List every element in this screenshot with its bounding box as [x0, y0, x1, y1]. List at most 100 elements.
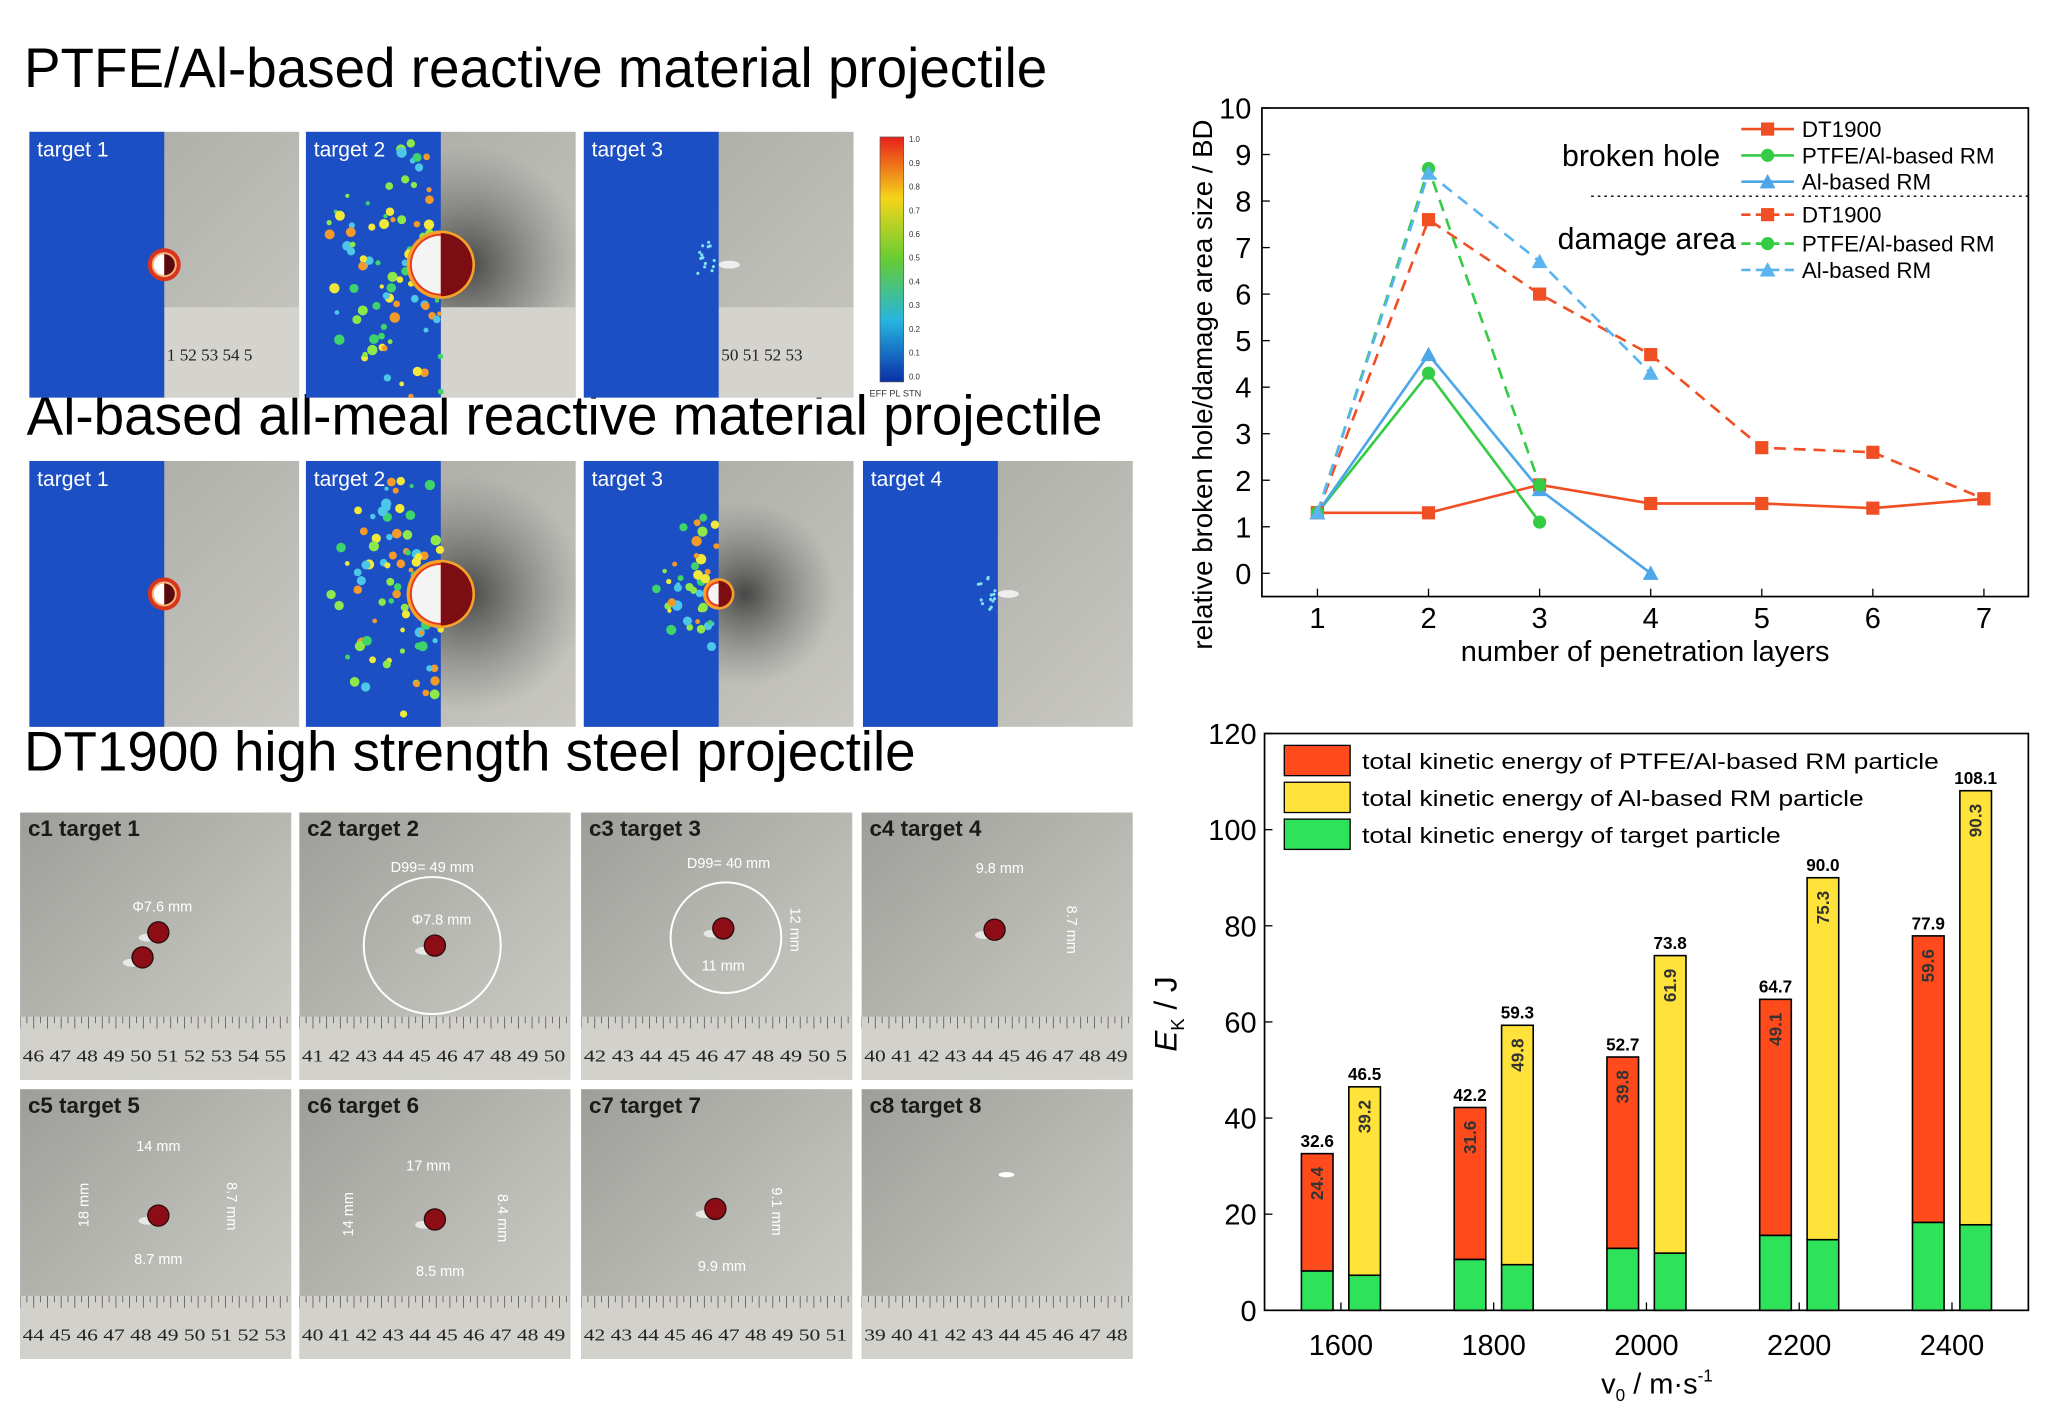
ruler: [299, 1016, 571, 1080]
bar-segment: [1806, 876, 1840, 1241]
sim-dot: [334, 310, 340, 315]
sim-dot: [359, 255, 368, 263]
ruler: [581, 1016, 853, 1080]
sim-dot: [362, 351, 368, 358]
ruler: [861, 1295, 1133, 1360]
sim-dot: [706, 641, 717, 652]
sim-dot: [430, 676, 440, 686]
sim-dot: [393, 583, 402, 591]
photo-label: target 2: [314, 468, 385, 491]
segment-label: 24.4: [1308, 1166, 1327, 1200]
colorbar-tick: 0.7: [909, 206, 920, 215]
sim-dot: [432, 638, 438, 644]
sim-dot: [711, 265, 715, 269]
sim-dot: [406, 139, 416, 148]
sim-dot: [344, 561, 350, 566]
marker: [1755, 496, 1769, 511]
photo-label: c4 target 4: [869, 816, 981, 841]
sim-core: [153, 254, 165, 276]
hole: [423, 1208, 447, 1231]
colorbar-tick: 0.0: [909, 372, 921, 381]
sim-dot: [979, 598, 983, 602]
sim-dot: [387, 339, 393, 345]
glint: [998, 1172, 1015, 1178]
sim-dot: [686, 623, 694, 631]
sim-dot: [991, 599, 995, 603]
sim-dot: [367, 344, 378, 356]
ruler: [20, 1016, 292, 1080]
total-label: 73.8: [1653, 934, 1686, 953]
sim-dot: [710, 520, 720, 529]
bar-segment: [1300, 1270, 1334, 1312]
ruler: [718, 307, 854, 398]
marker: [1309, 504, 1326, 520]
sim-dot: [992, 597, 997, 601]
series-line: [1316, 352, 1652, 575]
sim-dot: [666, 624, 677, 636]
marker: [1644, 496, 1658, 511]
sim-dot: [378, 332, 385, 340]
y-tick-label: 100: [1208, 815, 1256, 847]
ruler-label: 41 42 43 44 45 46 47 48 49 50: [302, 1046, 565, 1065]
bar-segment: [1606, 1247, 1640, 1312]
sim-dot: [389, 312, 401, 323]
sim-dot: [369, 656, 377, 664]
marker: [1421, 213, 1436, 227]
colorbar-tick: 0.8: [909, 183, 921, 192]
segment-label: 39.8: [1614, 1070, 1633, 1103]
segment-label: 59.6: [1919, 949, 1938, 982]
segment-label: 31.6: [1461, 1121, 1480, 1154]
legend-label: DT1900: [1802, 203, 1882, 228]
bar-segment: [1453, 1258, 1487, 1312]
sim-dot: [435, 545, 445, 554]
annotation: Φ7.8 mm: [412, 912, 472, 928]
section-title: DT1900 high strength steel projectile: [24, 720, 916, 782]
sim-dot: [400, 603, 409, 612]
total-label: 108.1: [1954, 769, 1997, 788]
sim-dot: [353, 585, 363, 594]
sim-dot: [713, 543, 720, 549]
colorbar-tick: 0.1: [909, 349, 920, 358]
annotation: D99= 49 mm: [391, 860, 474, 876]
sim-dot: [365, 201, 370, 206]
sim-dot: [421, 302, 430, 311]
total-label: 46.5: [1348, 1065, 1382, 1084]
sim-dot: [409, 483, 414, 488]
y-axis-label: relative broken hole/damage area size / …: [1187, 119, 1218, 649]
sim-dot: [662, 568, 667, 574]
sim-dot: [383, 374, 392, 382]
total-label: 90.0: [1806, 856, 1839, 875]
sim-dot: [380, 323, 387, 331]
annotation: 8.7 mm: [1063, 906, 1079, 954]
hole: [147, 1204, 170, 1227]
ruler-label: 44 45 46 47 48 49 50 51 52 53: [23, 1326, 286, 1345]
annotation: D99= 40 mm: [687, 856, 770, 872]
marker: [1759, 173, 1776, 189]
colorbar-tick: 0.4: [909, 277, 921, 286]
sim-dot: [361, 560, 371, 570]
photo-label: target 3: [592, 468, 663, 491]
total-label: 42.2: [1453, 1086, 1486, 1105]
sim-photo: 50 51 52 53: [583, 131, 854, 398]
sim-dot: [695, 589, 704, 598]
legend-label: total kinetic energy of PTFE/Al-based RM…: [1362, 749, 1939, 774]
sim-dot: [358, 261, 367, 271]
y-tick-label: 80: [1224, 911, 1256, 943]
sim-dot: [986, 577, 990, 581]
sim-photo: [305, 460, 576, 727]
segment-label: 49.8: [1508, 1038, 1527, 1071]
photo-label: target 4: [871, 468, 943, 491]
marker: [1755, 441, 1769, 455]
sim-dot: [349, 283, 359, 293]
colorbar-tick: 0.5: [909, 254, 921, 263]
sim-dot: [430, 535, 442, 546]
marker: [1533, 287, 1547, 301]
sim-dot: [700, 253, 704, 257]
sim-dot: [381, 498, 392, 509]
hole: [423, 934, 447, 957]
sim-dot: [434, 298, 440, 303]
photo-label: c6 target 6: [307, 1093, 419, 1118]
sim-dot: [345, 193, 350, 198]
sim-dot: [703, 265, 707, 269]
sim-dot: [979, 582, 983, 586]
